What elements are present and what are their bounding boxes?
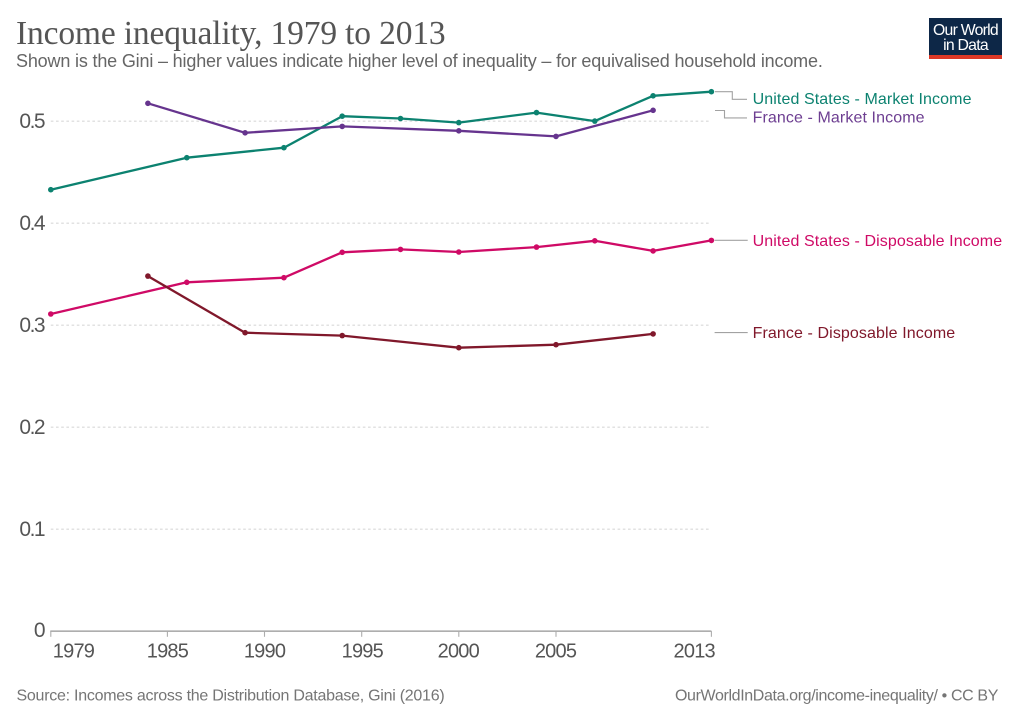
svg-text:OurWorldInData.org/income-ineq: OurWorldInData.org/income-inequality/ • … [675,687,999,704]
svg-text:1990: 1990 [244,640,286,662]
svg-text:France - Market Income: France - Market Income [753,109,925,126]
svg-text:2013: 2013 [674,640,716,662]
svg-text:Source: Incomes across the Dis: Source: Incomes across the Distribution … [17,687,445,704]
svg-text:0.5: 0.5 [19,110,45,133]
svg-text:United States - Market Income: United States - Market Income [753,91,972,108]
svg-text:0.4: 0.4 [19,212,46,235]
svg-text:0.3: 0.3 [19,314,45,337]
svg-text:1995: 1995 [342,640,384,662]
svg-text:France - Disposable Income: France - Disposable Income [753,325,956,342]
svg-text:1979: 1979 [53,640,95,662]
svg-text:2005: 2005 [535,640,577,662]
svg-text:0.1: 0.1 [19,518,45,541]
svg-text:0: 0 [34,619,45,642]
svg-text:2000: 2000 [438,640,480,662]
svg-text:0.2: 0.2 [19,416,45,439]
svg-text:1985: 1985 [147,640,189,662]
svg-text:United States - Disposable Inc: United States - Disposable Income [753,233,1003,250]
